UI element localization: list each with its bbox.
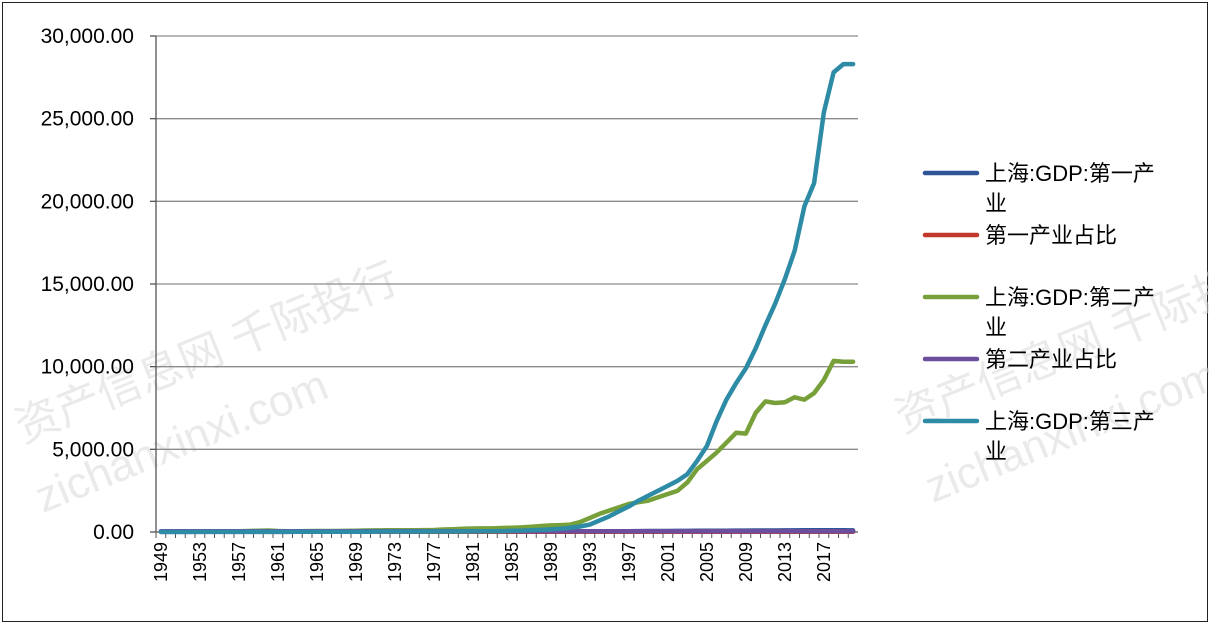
y-tick-label: 30,000.00 (41, 25, 134, 48)
legend-label-line: 业 (985, 315, 1007, 340)
x-tick-label: 1997 (619, 542, 639, 582)
x-tick-label: 1981 (463, 542, 483, 582)
legend-label-line: 上海:GDP:第三产 (985, 409, 1155, 434)
x-tick-label: 2005 (697, 542, 717, 582)
legend-label: 上海:GDP:第三产业 (985, 409, 1155, 464)
x-tick-label: 1961 (268, 542, 288, 582)
x-tick-label: 1953 (190, 542, 210, 582)
y-tick-label: 20,000.00 (41, 190, 134, 213)
x-tick-label: 1957 (229, 542, 249, 582)
legend-label: 上海:GDP:第一产业 (985, 161, 1155, 216)
series-line-5 (158, 61, 856, 535)
legend-label: 第一产业占比 (985, 223, 1117, 248)
x-tick-label: 2001 (658, 542, 678, 582)
x-tick-label: 2013 (775, 542, 795, 582)
legend-label: 第二产业占比 (985, 347, 1117, 372)
y-tick-label: 0.00 (93, 521, 134, 544)
legend-label-line: 业 (985, 439, 1007, 464)
legend: 上海:GDP:第一产业第一产业占比上海:GDP:第二产业第二产业占比上海:GDP… (922, 161, 1155, 464)
y-tick-label: 5,000.00 (52, 438, 134, 461)
x-tick-label: 1989 (541, 542, 561, 582)
legend-label-line: 上海:GDP:第一产 (985, 161, 1155, 186)
x-tick-label: 1985 (502, 542, 522, 582)
legend-label-line: 上海:GDP:第二产 (985, 285, 1155, 310)
x-tick-label: 1977 (424, 542, 444, 582)
y-tick-label: 10,000.00 (41, 356, 134, 379)
x-tick-label: 2017 (814, 542, 834, 582)
x-tick-label: 1973 (385, 542, 405, 582)
x-tick-label: 1993 (580, 542, 600, 582)
y-tick-label: 15,000.00 (41, 273, 134, 296)
y-tick-label: 25,000.00 (41, 108, 134, 131)
x-tick-label: 1949 (151, 542, 171, 582)
x-tick-label: 2009 (736, 542, 756, 582)
legend-label-line: 业 (985, 191, 1007, 216)
legend-label: 上海:GDP:第二产业 (985, 285, 1155, 340)
x-tick-label: 1969 (346, 542, 366, 582)
x-tick-label: 1965 (307, 542, 327, 582)
